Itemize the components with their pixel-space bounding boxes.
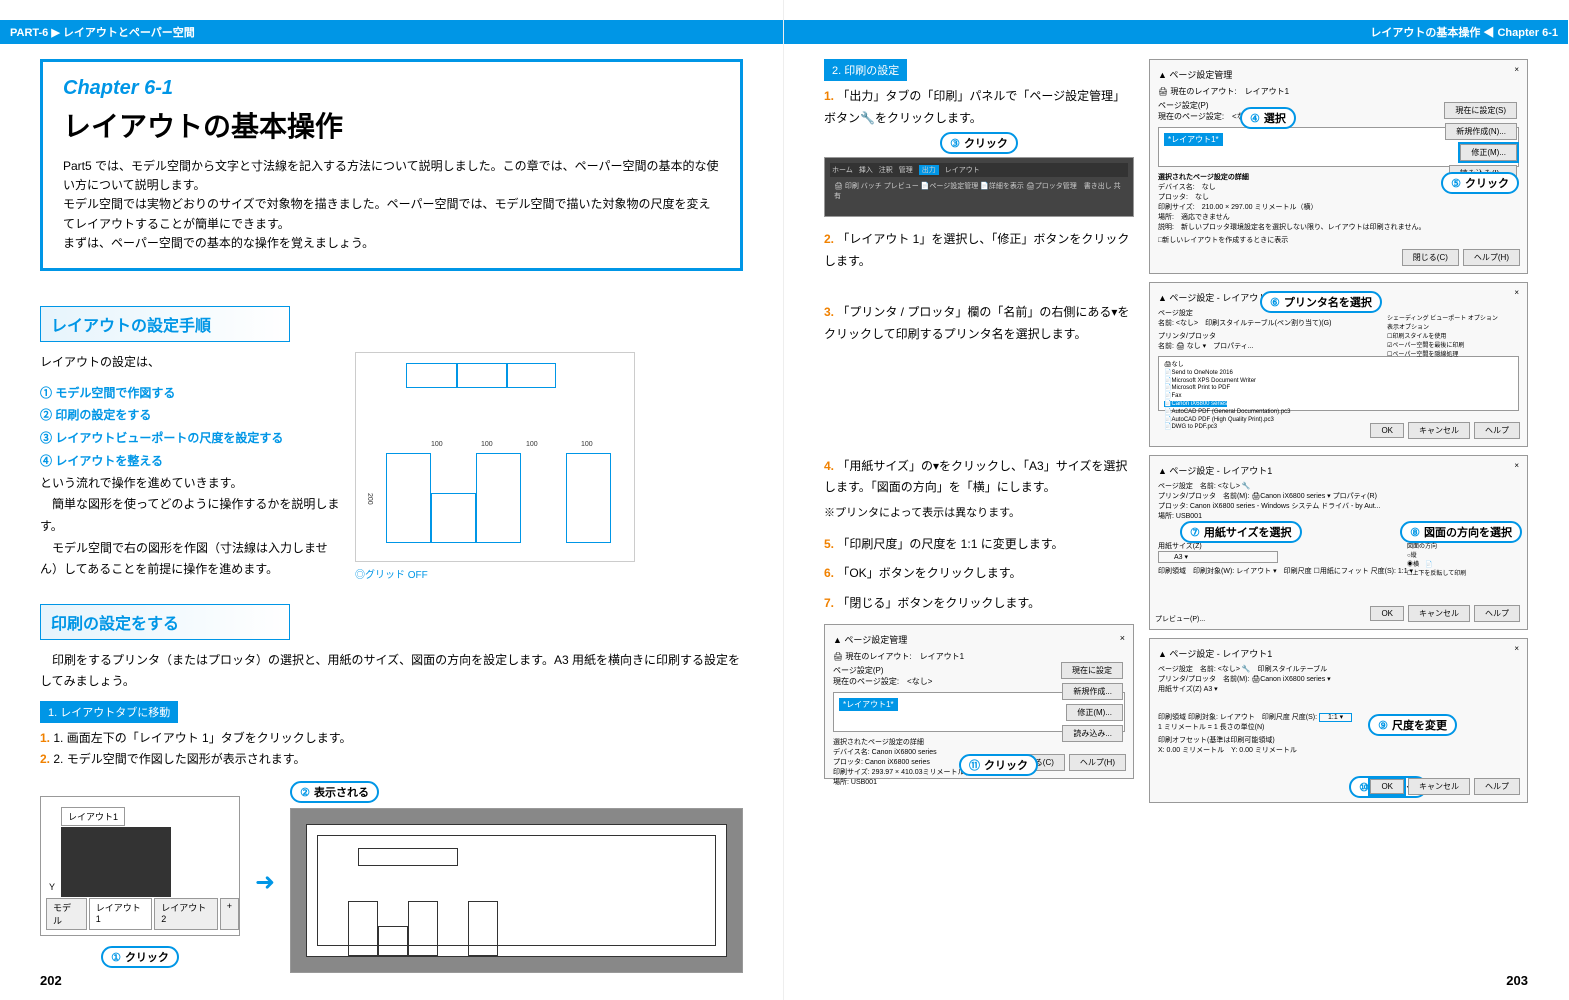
step-2-5: 5. 「印刷尺度」の尺度を 1:1 に変更します。 <box>824 534 1134 556</box>
chapter-title: レイアウトの基本操作 <box>63 105 720 145</box>
arrow-icon: ➜ <box>255 868 275 897</box>
chapter-number: Chapter 6-1 <box>63 77 720 100</box>
callout-9: ⑨尺度を変更 <box>1368 714 1457 736</box>
tab-layout2[interactable]: レイアウト2 <box>154 898 218 930</box>
tab-add[interactable]: + <box>220 898 239 930</box>
sec1-outro: という流れで操作を進めていきます。 簡単な図形を使ってどのように操作するかを説明… <box>40 473 340 581</box>
btn-set-current[interactable]: 現在に設定(S) <box>1444 102 1517 119</box>
subheading-print-settings: 2. 印刷の設定 <box>824 59 907 81</box>
step-2-7: 7. 「閉じる」ボタンをクリックします。 <box>824 593 1134 615</box>
section-heading-print: 印刷の設定をする <box>40 604 290 640</box>
step-2-3: 3. 「プリンタ / プロッタ」欄の「名前」の右側にある▾をクリックして印刷する… <box>824 302 1134 345</box>
ok-button[interactable]: OK <box>1370 779 1404 794</box>
screenshot-layout-view <box>290 808 743 973</box>
callout-2: ②表示される <box>290 781 379 803</box>
step-1: ① モデル空間で作図する <box>40 382 340 405</box>
sec2-intro: 印刷をするプリンタ（またはプロッタ）の選択と、用紙のサイズ、図面の方向を設定しま… <box>40 650 743 693</box>
header-left: PART-6 ▶ レイアウトとペーパー空間 <box>0 20 783 44</box>
callout-11: ⑪クリック <box>959 754 1038 776</box>
header-right: レイアウトの基本操作 ◀ Chapter 6-1 <box>784 20 1568 44</box>
btn-new[interactable]: 新規作成(N)... <box>1445 123 1517 140</box>
screenshot-ribbon: ホーム挿入注釈管理出力レイアウト 🖨 印刷 バッチ プレビュー 📄ページ設定管理… <box>824 157 1134 217</box>
page-number-right: 203 <box>1506 973 1528 988</box>
tab-model[interactable]: モデル <box>46 898 87 930</box>
printer-note: ※プリンタによって表示は異なります。 <box>824 504 1134 524</box>
screenshot-model-space: レイアウト1 Y X モデル レイアウト1 レイアウト2 + <box>40 796 240 936</box>
step-2-2: 2. 「レイアウト 1」を選択し、「修正」ボタンをクリックします。 <box>824 229 1134 272</box>
page-number-left: 202 <box>40 973 62 988</box>
callout-7: ⑦用紙サイズを選択 <box>1180 521 1302 543</box>
callout-6: ⑥プリンタ名を選択 <box>1260 291 1382 313</box>
chapter-box: Chapter 6-1 レイアウトの基本操作 Part5 では、モデル空間から文… <box>40 59 743 271</box>
tab-layout1[interactable]: レイアウト1 <box>89 898 153 930</box>
dialog-page-setup-3: ▲ ページ設定 - レイアウト1× ページ設定 名前: <なし> 🔧 印刷スタイ… <box>1149 638 1528 803</box>
step-1-2: 2. 2. モデル空間で作図した図形が表示されます。 <box>40 749 743 771</box>
subheading-layout-tab: 1. レイアウトタブに移動 <box>40 701 178 723</box>
step-2-4: 4. 「用紙サイズ」の▾をクリックし、「A3」サイズを選択します。「図面の方向」… <box>824 456 1134 499</box>
callout-3: ③クリック <box>940 132 1018 154</box>
step-3: ③ レイアウトビューポートの尺度を設定する <box>40 427 340 450</box>
dialog-page-setup-1: ▲ ページ設定 - レイアウト1× ⑥プリンタ名を選択 ページ設定名前: <なし… <box>1149 282 1528 447</box>
grid-off-label: ◎グリッド OFF <box>355 566 743 581</box>
section-heading-procedure: レイアウトの設定手順 <box>40 306 290 342</box>
callout-4: ④選択 <box>1240 107 1296 129</box>
dialog-page-setup-manager-2: ▲ ページ設定管理× 🖨 現在のレイアウト: レイアウト1 ページ設定(P) 現… <box>824 624 1134 779</box>
dialog-page-setup-manager: ▲ ページ設定管理× 🖨 現在のレイアウト: レイアウト1 ページ設定(P) 現… <box>1149 59 1528 274</box>
step-2-6: 6. 「OK」ボタンをクリックします。 <box>824 563 1134 585</box>
example-diagram: 100 100 100 100 200 <box>355 352 635 562</box>
callout-5: ⑤クリック <box>1441 172 1519 194</box>
callout-8: ⑧図面の方向を選択 <box>1400 521 1522 543</box>
step-2: ② 印刷の設定をする <box>40 404 340 427</box>
dialog-page-setup-2: ▲ ページ設定 - レイアウト1× ページ設定 名前: <なし> 🔧 プリンタ/… <box>1149 455 1528 630</box>
step-1-1: 1. 1. 画面左下の「レイアウト 1」タブをクリックします。 <box>40 728 743 750</box>
chapter-desc: Part5 では、モデル空間から文字と寸法線を記入する方法について説明しました。… <box>63 157 720 253</box>
btn-modify[interactable]: 修正(M)... <box>1460 144 1517 161</box>
step-4: ④ レイアウトを整える <box>40 450 340 473</box>
callout-1: ①① クリッククリック <box>101 946 179 968</box>
sec1-intro: レイアウトの設定は、 <box>40 352 340 374</box>
step-2-1: 1. 「出力」タブの「印刷」パネルで「ページ設定管理」ボタン🔧をクリックします。 <box>824 86 1134 129</box>
